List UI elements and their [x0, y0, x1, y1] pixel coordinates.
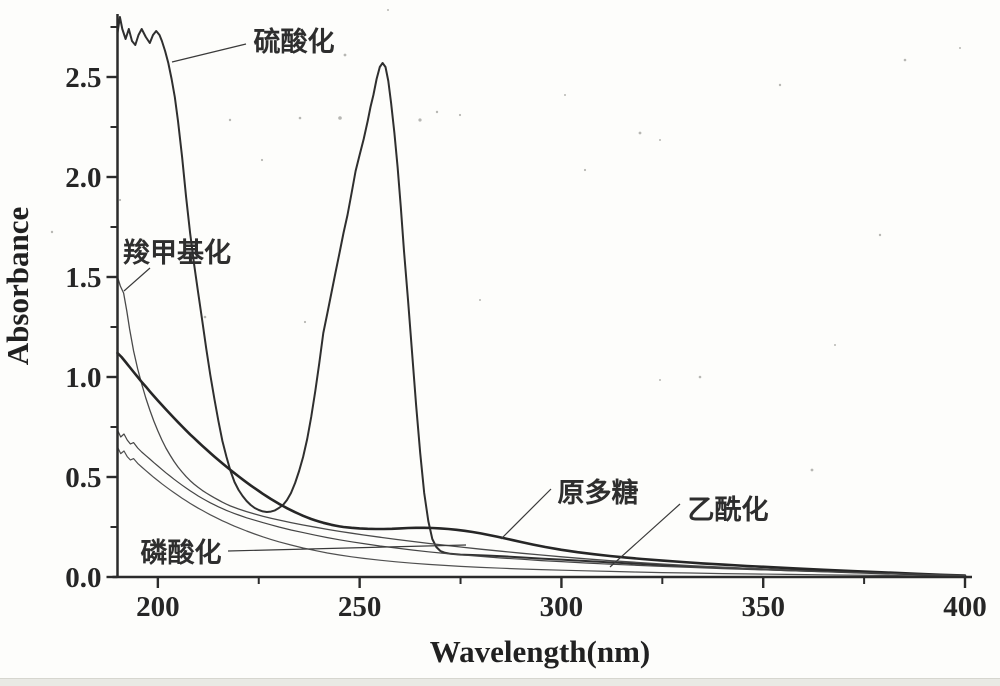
scan-speckle [50, 230, 54, 234]
scan-speckle [338, 116, 342, 120]
scan-speckle [583, 168, 587, 172]
scan-speckle [458, 113, 462, 117]
annotation-label-carboxymethylated: 羧甲基化 [123, 237, 231, 268]
scan-speckle [343, 53, 347, 57]
scan-speckle [479, 299, 481, 301]
series-native-polysaccharide-curve [116, 351, 967, 577]
annotation-label-phosphorylated: 磷酸化 [141, 538, 222, 568]
y-tick-label-0.0: 0.0 [65, 562, 101, 594]
x-tick-label-400: 400 [943, 591, 987, 623]
y-tick-label-2.0: 2.0 [65, 162, 101, 194]
scan-speckle [878, 233, 882, 237]
scan-speckle [418, 118, 422, 122]
series-sulfated-curve [116, 16, 966, 577]
annotation-leader-phosphorylated [227, 544, 467, 552]
y-tick-label-2.5: 2.5 [65, 62, 101, 94]
annotation-leader-carboxymethylated [123, 267, 151, 292]
scan-speckle [118, 198, 122, 202]
scan-speckle [260, 158, 264, 162]
scan-speckle [698, 375, 702, 379]
x-tick-label-350: 350 [741, 591, 785, 623]
series-acetylated-curve [116, 429, 966, 577]
scan-speckle [203, 315, 207, 319]
series-carboxymethylated-curve [116, 276, 966, 577]
annotation-leader-acetylated [609, 503, 681, 568]
scan-speckle [810, 468, 814, 472]
scan-speckle [659, 139, 661, 141]
y-tick-label-1.5: 1.5 [65, 262, 101, 294]
annotation-label-acetylated: 乙酰化 [688, 495, 769, 525]
x-tick-label-250: 250 [338, 591, 382, 623]
scan-speckle [959, 47, 961, 49]
y-tick-label-1.0: 1.0 [65, 362, 101, 394]
x-tick-label-300: 300 [540, 591, 584, 623]
scan-speckle [435, 110, 439, 114]
annotation-label-native-polysaccharide: 原多糖 [558, 477, 639, 508]
annotation-leader-sulfated [171, 43, 247, 63]
annotation-leader-native-polysaccharide [500, 488, 552, 540]
y-tick-label-0.5: 0.5 [65, 462, 101, 494]
y-axis-title: Absorbance [0, 207, 35, 365]
x-tick-label-200: 200 [136, 591, 180, 623]
annotation-label-sulfated: 硫酸化 [254, 26, 335, 57]
scan-edge-artifact [0, 678, 1000, 686]
scan-speckle [638, 131, 642, 135]
scan-speckle [778, 83, 782, 87]
scan-speckle [298, 116, 302, 120]
scan-speckle [303, 320, 307, 324]
scan-speckle [659, 379, 661, 381]
x-axis-title: Wavelength(nm) [430, 634, 650, 669]
series-phosphorylated-curve [116, 446, 966, 577]
scan-speckle [564, 94, 566, 96]
scan-speckle [834, 344, 836, 346]
scan-speckle [228, 118, 232, 122]
scan-speckle [903, 58, 907, 62]
scan-speckle [387, 9, 389, 11]
